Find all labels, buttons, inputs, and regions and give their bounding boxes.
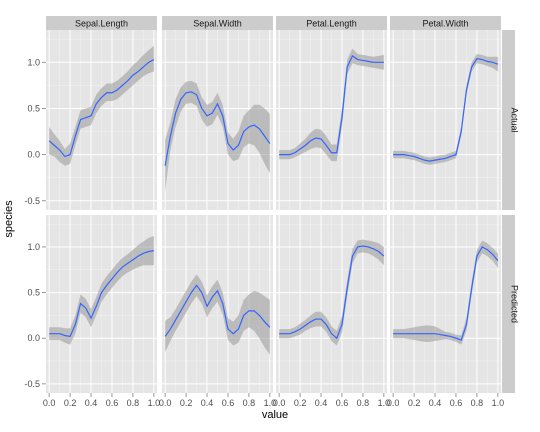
x-tick-label: 0.2: [294, 398, 307, 408]
x-tick-label: 1.0: [264, 398, 277, 408]
y-axis-title: species: [3, 200, 15, 238]
confidence-band: [279, 239, 384, 346]
y-tick-label: 0.5: [27, 288, 40, 298]
row-strip-label: Predicted: [510, 285, 520, 323]
y-tick-label: -0.5: [24, 379, 40, 389]
confidence-band: [279, 48, 384, 162]
x-tick-label: 0.0: [273, 398, 286, 408]
column-strip-label: Sepal.Length: [75, 19, 128, 29]
series-line: [48, 59, 155, 158]
column-strip: [162, 16, 273, 30]
x-tick-label: 0.0: [43, 398, 56, 408]
row-strip-label: Actual: [510, 107, 520, 132]
x-tick-label: 0.2: [64, 398, 77, 408]
series-line: [393, 246, 499, 341]
panel: [46, 30, 157, 210]
x-tick-label: 0.4: [201, 398, 214, 408]
y-tick-label: 0.0: [27, 150, 40, 160]
column-strip: [46, 16, 157, 30]
x-tick-label: 0.4: [429, 398, 442, 408]
column-strip-label: Petal.Width: [422, 19, 468, 29]
x-tick-label: 0.0: [387, 398, 400, 408]
x-tick-label: 0.2: [180, 398, 193, 408]
series-line: [49, 250, 154, 338]
x-tick-label: 0.6: [106, 398, 119, 408]
column-strip: [276, 16, 387, 30]
panel: [390, 215, 501, 393]
x-tick-label: 1.0: [378, 398, 391, 408]
facet-panels: [46, 30, 501, 393]
panel: [46, 215, 157, 393]
x-tick-label: 0.8: [471, 398, 484, 408]
x-tick-label: 0.8: [243, 398, 256, 408]
series-line: [393, 57, 499, 162]
y-tick-label: 0.5: [27, 103, 40, 113]
x-tick-label: 0.4: [85, 398, 98, 408]
x-axis-title: value: [262, 409, 288, 421]
panel: [276, 30, 387, 210]
x-tick-label: 0.4: [315, 398, 328, 408]
confidence-band: [393, 54, 498, 165]
x-tick-label: 0.6: [450, 398, 463, 408]
x-tick-label: 1.0: [492, 398, 505, 408]
row-strip: [502, 215, 515, 393]
series-line: [279, 54, 384, 156]
panel: [390, 30, 501, 210]
panel: [162, 215, 273, 393]
confidence-band: [165, 274, 270, 355]
x-tick-label: 0.8: [357, 398, 370, 408]
y-tick-label: 1.0: [27, 242, 40, 252]
series-line: [164, 91, 271, 166]
x-tick-label: 0.6: [222, 398, 235, 408]
series-line: [164, 284, 271, 337]
y-tick-label: -0.5: [24, 196, 40, 206]
x-tick-label: 1.0: [148, 398, 161, 408]
series-line: [279, 245, 385, 340]
panel: [276, 215, 387, 393]
facet-strips: Sepal.Length Sepal.Width Petal.Length Petal…: [46, 16, 520, 393]
x-tick-label: 0.6: [336, 398, 349, 408]
x-tick-label: 0.2: [408, 398, 421, 408]
row-strip: [502, 30, 515, 210]
column-strip-label: Petal.Length: [306, 19, 357, 29]
x-tick-label: 0.8: [127, 398, 140, 408]
panel: [162, 30, 273, 210]
x-tick-label: 0.0: [159, 398, 172, 408]
y-tick-label: 0.0: [27, 333, 40, 343]
y-tick-label: 1.0: [27, 57, 40, 67]
column-strip-label: Sepal.Width: [193, 19, 242, 29]
column-strip: [390, 16, 501, 30]
axis-ticks: -0.50.00.51.0-0.50.00.51.00.0 0.2 0.4 0.6 0.…: [24, 57, 504, 408]
